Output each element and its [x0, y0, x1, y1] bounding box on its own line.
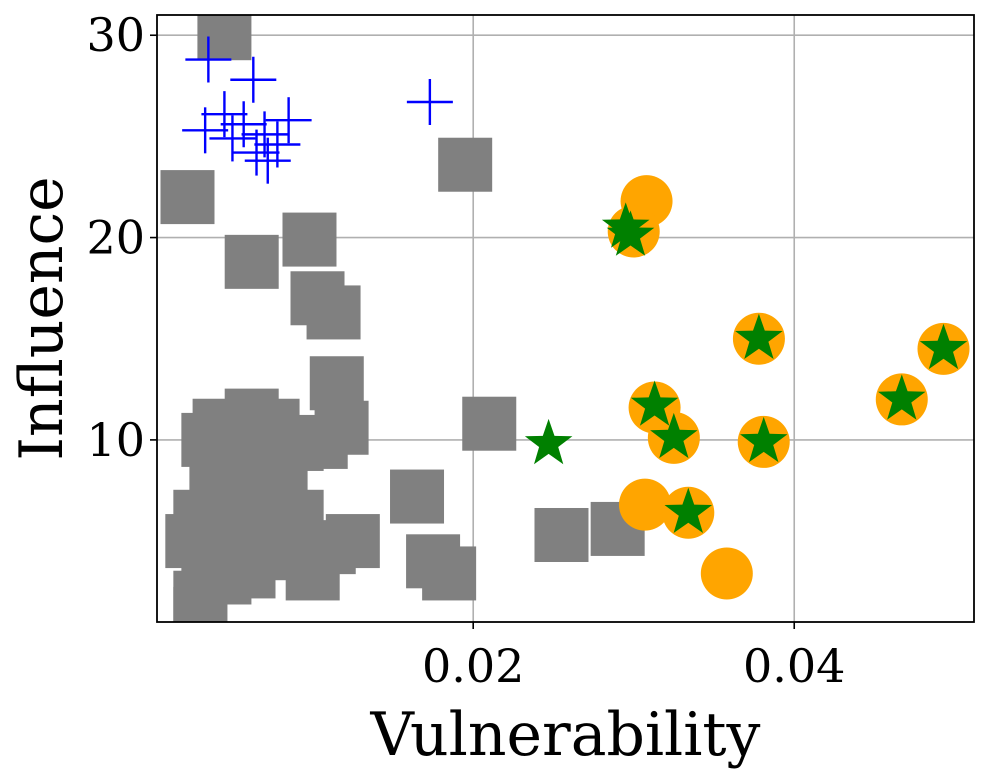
- x-tick-label: 0.04: [743, 639, 845, 693]
- blue-cross-point: [265, 97, 312, 144]
- y-tick-label: 20: [86, 211, 145, 265]
- gray-square-point: [224, 234, 279, 289]
- gray-square-point: [282, 212, 337, 267]
- y-tick-label: 30: [86, 8, 145, 62]
- gray-square-point: [160, 170, 215, 225]
- blue-cross-point: [185, 36, 232, 83]
- green-star-point: [524, 418, 573, 465]
- green-star-point: [740, 416, 788, 463]
- x-tick-label: 0.02: [422, 639, 524, 693]
- gray-square-point: [197, 15, 252, 61]
- gray-square-point: [438, 137, 493, 192]
- gray-squares-series: [160, 15, 645, 622]
- blue-cross-point: [233, 129, 280, 176]
- blue-cross-point: [220, 101, 267, 148]
- blue-crosses-series: [182, 36, 453, 184]
- orange-circle-point: [700, 547, 753, 600]
- plot-frame: [156, 14, 975, 623]
- green-star-point: [630, 380, 679, 426]
- orange-circle-point: [618, 478, 671, 531]
- green-star-point: [919, 323, 968, 370]
- blue-cross-point: [244, 137, 291, 184]
- blue-cross-point: [241, 111, 288, 158]
- blue-cross-point: [406, 79, 453, 126]
- y-axis-label: Influence: [7, 176, 77, 460]
- green-star-point: [735, 313, 783, 359]
- gray-square-point: [306, 285, 361, 340]
- gray-square-point: [173, 586, 228, 622]
- gray-square-point: [390, 469, 445, 524]
- green-star-point: [650, 412, 698, 459]
- gray-square-point: [422, 546, 477, 601]
- data-marks: [160, 15, 970, 622]
- orange-circles-series: [607, 175, 970, 600]
- blue-cross-point: [209, 115, 256, 162]
- green-stars-series: [524, 202, 968, 533]
- gray-square-point: [534, 507, 589, 562]
- blue-cross-point: [182, 107, 229, 154]
- green-star-point: [606, 210, 655, 256]
- green-star-point: [664, 487, 713, 533]
- y-tick-label: 10: [86, 413, 145, 467]
- green-star-point: [878, 374, 926, 420]
- blue-cross-point: [230, 56, 277, 103]
- gray-square-point: [285, 546, 340, 601]
- gray-square-point: [462, 396, 517, 451]
- x-axis-label: Vulnerability: [370, 700, 761, 770]
- axis-ticks: 0.02 0.04 10 20 30: [86, 8, 845, 693]
